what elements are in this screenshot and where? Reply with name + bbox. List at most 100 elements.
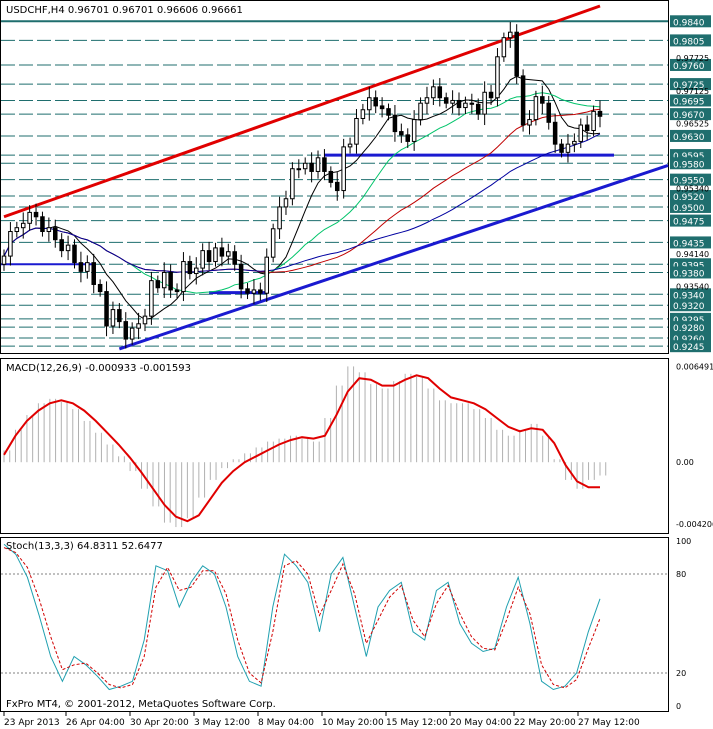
candle-body — [584, 124, 590, 131]
level-label: 0.9550 — [673, 177, 705, 187]
candle-body — [527, 119, 532, 126]
candle-body — [469, 102, 475, 105]
candle-body — [379, 105, 385, 110]
candle-body — [334, 181, 340, 192]
level-label-bg — [670, 78, 711, 91]
candle-body — [559, 143, 564, 153]
candle-body — [181, 261, 186, 293]
stoch-tick-label: 80 — [676, 570, 686, 579]
candle-body — [78, 262, 84, 272]
candle-body — [213, 247, 218, 263]
price-tick-label: 0.95340 — [676, 184, 709, 193]
time-tick-label: 26 Apr 04:00 — [66, 718, 125, 728]
candle-body — [155, 280, 161, 289]
level-label: 0.9395 — [673, 261, 705, 271]
candle-body — [392, 114, 398, 133]
candle-body — [283, 198, 289, 208]
price-tick-label: 0.97725 — [676, 54, 709, 63]
candle-body — [546, 102, 551, 123]
candle-body — [360, 109, 366, 119]
level-label-bg — [670, 15, 711, 28]
price-tick-label: 0.94140 — [676, 250, 709, 259]
main-panel: 0.98400.98050.97600.97250.96950.96700.96… — [0, 0, 711, 354]
candle-body — [424, 97, 430, 104]
level-label: 0.9630 — [673, 133, 705, 143]
level-label-bg — [670, 157, 711, 170]
stoch-axis: 100 80 20 0 — [676, 537, 691, 711]
price-tick-label: 0.97125 — [676, 87, 709, 96]
stoch-tick-label: 100 — [676, 537, 691, 546]
stoch-signal-line — [3, 547, 601, 689]
ma-slower-line — [3, 133, 601, 273]
macd-panel: 0.006491 0.00 -0.004206 MACD(12,26,9) -0.0… — [0, 358, 713, 534]
main-panel-frame — [0, 0, 669, 354]
candle-body — [437, 86, 443, 99]
level-label: 0.9245 — [673, 343, 705, 353]
level-label: 0.9320 — [673, 302, 705, 312]
candle-body — [91, 262, 96, 285]
time-tick-label: 27 May 12:00 — [578, 718, 640, 728]
level-label-bg — [670, 214, 711, 227]
candle-body — [251, 289, 257, 294]
macd-signal-path — [3, 374, 600, 523]
candle-body — [296, 168, 302, 171]
time-axis: 23 Apr 2013 26 Apr 04:00 30 Apr 20:00 3 May… — [3, 712, 640, 728]
trendline-blue — [118, 164, 669, 351]
candle-body — [149, 280, 154, 317]
time-tick-label: 15 May 12:00 — [386, 718, 448, 728]
time-tick-label: 20 May 04:00 — [450, 718, 512, 728]
candle-body — [386, 108, 391, 116]
candle-body — [219, 247, 225, 257]
candle-body — [501, 37, 507, 58]
candle-body — [315, 157, 321, 172]
stoch-tick-label: 20 — [676, 669, 686, 678]
candle-body — [14, 227, 20, 233]
time-tick-label: 30 Apr 20:00 — [130, 718, 189, 728]
level-label: 0.9500 — [673, 204, 705, 214]
candle-body — [238, 263, 244, 290]
candle-body — [418, 102, 423, 121]
level-label: 0.9580 — [673, 160, 705, 170]
macd-tick-label: 0.00 — [676, 458, 694, 467]
level-label: 0.9380 — [673, 269, 705, 279]
candlesticks — [1, 22, 603, 349]
level-label-bg — [670, 94, 711, 107]
candle-body — [347, 143, 353, 148]
candle-body — [193, 267, 199, 275]
candle-body — [8, 231, 13, 257]
price-tick-label: 0.93540 — [676, 283, 709, 292]
level-label-bg — [670, 266, 711, 279]
candle-body — [597, 110, 603, 117]
chart-header: USDCHF,H4 0.96701 0.96701 0.96606 0.9666… — [6, 5, 243, 16]
candle-body — [136, 323, 141, 329]
candle-body — [309, 162, 314, 172]
candle-body — [578, 124, 584, 142]
candle-body — [443, 97, 449, 104]
candle-body — [206, 250, 212, 263]
candle-body — [367, 97, 372, 111]
candle-body — [552, 121, 558, 145]
candle-body — [174, 289, 180, 293]
candle-body — [540, 96, 545, 104]
candle-body — [322, 157, 327, 172]
macd-tick-label: 0.006491 — [676, 363, 713, 372]
candle-body — [129, 327, 135, 340]
candle-body — [65, 244, 71, 252]
level-label: 0.9520 — [673, 193, 705, 203]
candle-body — [572, 140, 577, 145]
level-label-bg — [670, 190, 711, 203]
candle-body — [40, 216, 45, 233]
level-label-bg — [670, 288, 711, 301]
trendline-red — [3, 4, 601, 219]
stoch-title: Stoch(13,3,3) 64.8311 52.6477 — [6, 541, 163, 552]
candle-body — [508, 31, 513, 39]
level-label: 0.9435 — [673, 239, 705, 249]
level-label: 0.9340 — [673, 291, 705, 301]
candle-body — [264, 256, 270, 294]
level-label: 0.9475 — [673, 218, 705, 228]
level-label: 0.9725 — [673, 81, 705, 91]
level-label: 0.9695 — [673, 97, 705, 107]
level-label: 0.9805 — [673, 37, 705, 47]
candle-body — [591, 110, 596, 131]
